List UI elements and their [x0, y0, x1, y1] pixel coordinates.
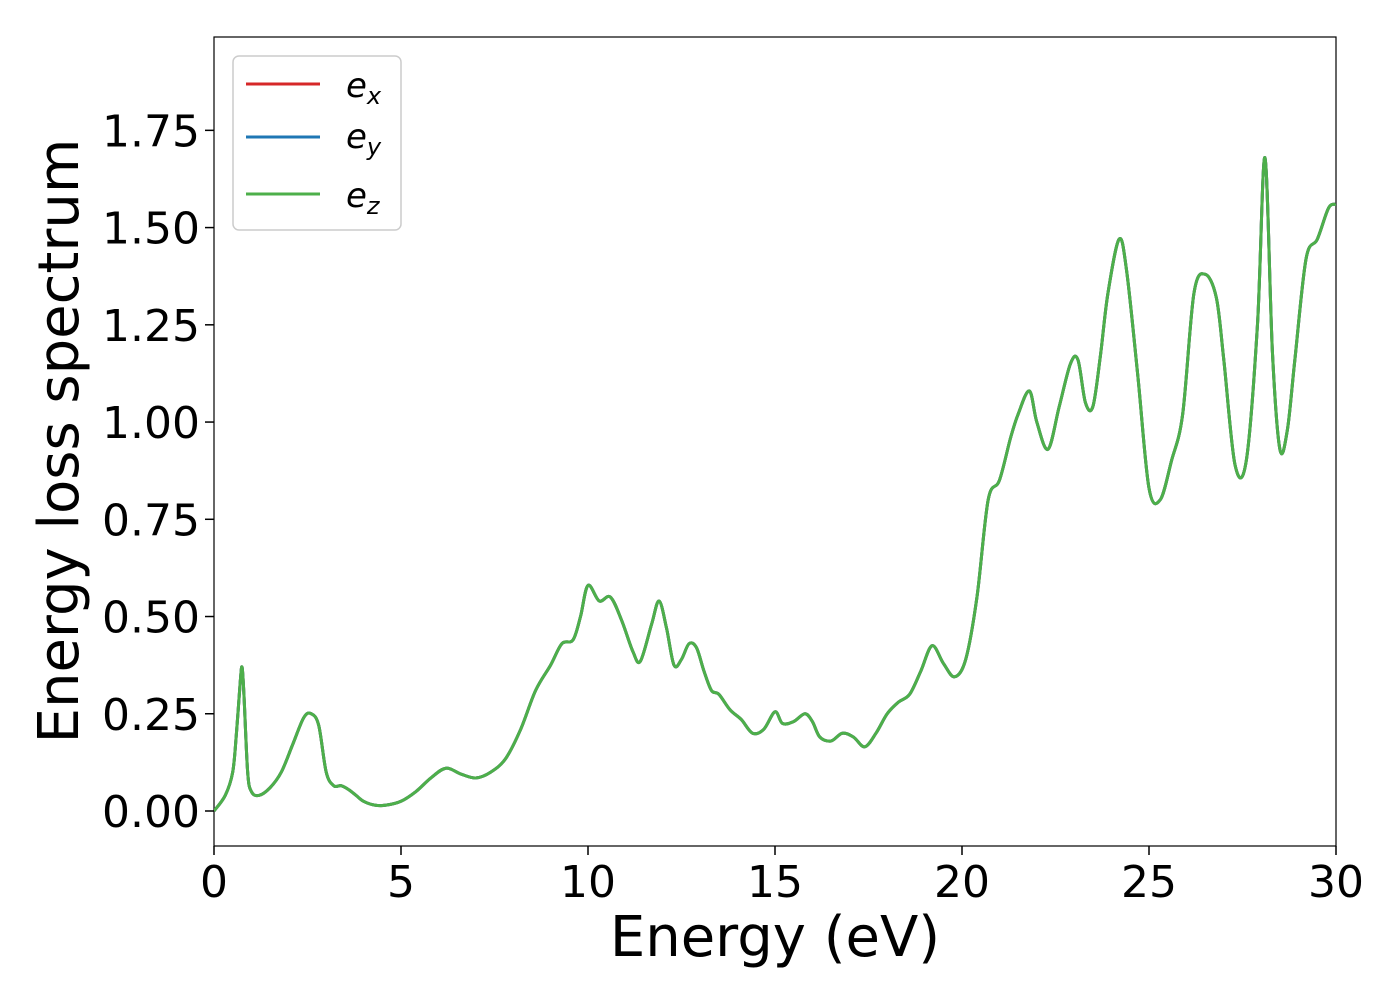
- x-axis-ticks: 0 5 10 15 20 25 30: [200, 846, 1364, 908]
- x-tick-label: 15: [747, 857, 803, 908]
- x-tick-label: 0: [200, 857, 228, 908]
- x-axis-label: Energy (eV): [610, 905, 940, 970]
- x-tick-label: 20: [934, 857, 990, 908]
- legend: ex ey ez: [232, 55, 402, 231]
- legend-label-ey: ey: [346, 117, 382, 161]
- x-tick-label: 30: [1308, 857, 1364, 908]
- y-tick-label: 1.25: [102, 301, 200, 352]
- y-tick-label: 0.00: [102, 787, 200, 838]
- x-tick-label: 5: [387, 857, 415, 908]
- y-axis-label: Energy loss spectrum: [27, 139, 92, 744]
- series-lines: [214, 156, 1336, 812]
- series-line-ez: [214, 156, 1336, 812]
- y-tick-label: 1.00: [102, 398, 200, 449]
- x-tick-label: 10: [560, 857, 616, 908]
- y-tick-label: 1.50: [102, 204, 200, 255]
- x-tick-label: 25: [1121, 857, 1177, 908]
- legend-box: [232, 55, 402, 231]
- y-tick-label: 0.25: [102, 690, 200, 741]
- y-axis-ticks: 0.00 0.25 0.50 0.75 1.00 1.25 1.50 1.75: [102, 106, 214, 838]
- y-tick-label: 0.75: [102, 495, 200, 546]
- y-tick-label: 0.50: [102, 593, 200, 644]
- y-tick-label: 1.75: [102, 106, 200, 157]
